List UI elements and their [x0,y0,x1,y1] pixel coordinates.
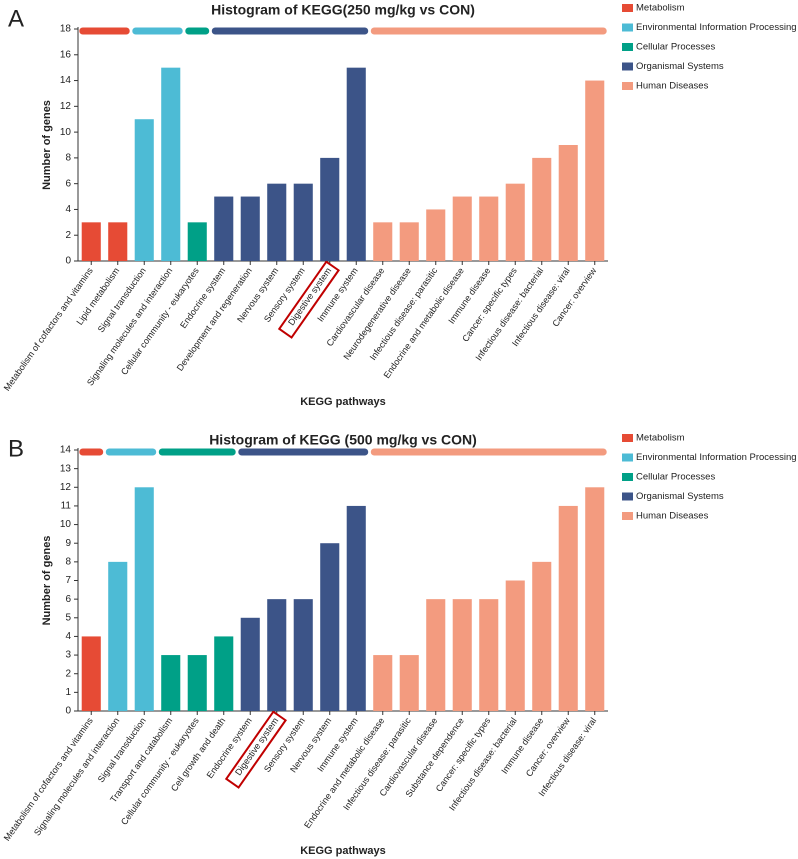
legend-swatch [622,62,633,71]
bar [479,196,499,261]
highlight-box [277,260,340,339]
bar [267,599,287,711]
y-tick-label: 14 [60,445,72,456]
y-tick-label: 14 [60,75,72,86]
bar [320,157,340,261]
bar [452,599,472,711]
bar [187,222,207,261]
y-tick-label: 6 [65,178,71,189]
y-tick-label: 5 [65,612,71,623]
y-tick-label: 13 [60,463,72,474]
y-tick-label: 0 [65,256,71,267]
x-tick-label: Signal transduction [96,266,148,334]
bar [558,145,578,261]
bar [108,561,128,711]
y-tick-label: 7 [65,575,71,586]
legend-swatch [622,492,633,501]
bar [187,655,207,711]
legend-swatch [622,23,633,32]
bar [346,67,366,262]
legend-label: Environmental Information Processing [636,22,797,33]
chart-title: Histogram of KEGG (500 mg/kg vs CON) [209,432,477,448]
bar [532,561,552,711]
y-axis-title: Number of genes [41,536,53,626]
y-tick-label: 16 [60,49,72,60]
y-tick-label: 10 [60,519,72,530]
highlight-box [224,710,287,789]
y-tick-label: 2 [65,230,71,241]
panel-label: B [8,435,24,462]
bar [320,543,340,711]
bar [346,505,366,711]
bar [426,599,446,711]
bar [267,183,287,261]
bar [134,487,154,711]
bar [108,222,128,261]
bar [479,599,499,711]
bar [399,655,419,711]
bar [214,636,234,711]
bar [373,655,393,711]
bar [452,196,472,261]
legend-label: Organismal Systems [636,61,724,72]
panel-label: A [8,5,24,32]
y-tick-label: 9 [65,538,71,549]
bar [81,636,101,711]
legend-swatch [622,512,633,520]
legend-label: Environmental Information Processing [636,452,797,463]
legend-label: Organismal Systems [636,491,724,502]
y-tick-label: 18 [60,24,72,35]
bar [214,196,234,261]
legend-label: Metabolism [636,3,685,14]
legend-swatch [622,43,633,51]
chart-title: Histogram of KEGG(250 mg/kg vs CON) [211,2,475,18]
y-tick-label: 6 [65,594,71,605]
y-tick-label: 8 [65,153,71,164]
bar [532,157,552,261]
y-tick-label: 11 [61,501,72,512]
y-tick-label: 4 [65,631,71,642]
legend-label: Human Diseases [636,81,709,92]
legend-swatch [622,4,633,12]
bar [134,119,154,261]
bar [81,222,101,261]
bar [161,67,181,262]
bar [373,222,393,261]
y-axis-title: Number of genes [41,100,53,190]
legend-swatch [622,473,633,481]
x-axis-title: KEGG pathways [300,396,386,408]
legend-label: Cellular Processes [636,42,715,53]
bar [585,487,605,711]
bar [293,183,313,261]
bar [161,655,181,711]
legend-swatch [622,453,633,462]
bar [293,599,313,711]
x-axis-title: KEGG pathways [300,845,386,857]
y-tick-label: 12 [60,482,72,493]
y-tick-label: 10 [60,127,72,138]
y-tick-label: 1 [65,687,71,698]
bar [399,222,419,261]
legend-swatch [622,434,633,442]
legend-label: Cellular Processes [636,472,715,483]
y-tick-label: 2 [65,668,71,679]
bar [505,580,525,711]
bar [505,183,525,261]
y-tick-label: 0 [65,706,71,717]
bar [426,209,446,261]
y-tick-label: 8 [65,556,71,567]
legend-swatch [622,82,633,90]
bar [585,80,605,261]
y-tick-label: 3 [65,650,71,661]
x-tick-label: Signal transduction [96,716,148,784]
y-tick-label: 4 [65,204,71,215]
bar [240,617,260,711]
bar [558,505,578,711]
legend-label: Human Diseases [636,511,709,522]
bar [240,196,260,261]
x-tick-label: Metabolism of cofactors and vitamins [2,265,95,392]
legend-label: Metabolism [636,433,685,444]
y-tick-label: 12 [60,101,72,112]
